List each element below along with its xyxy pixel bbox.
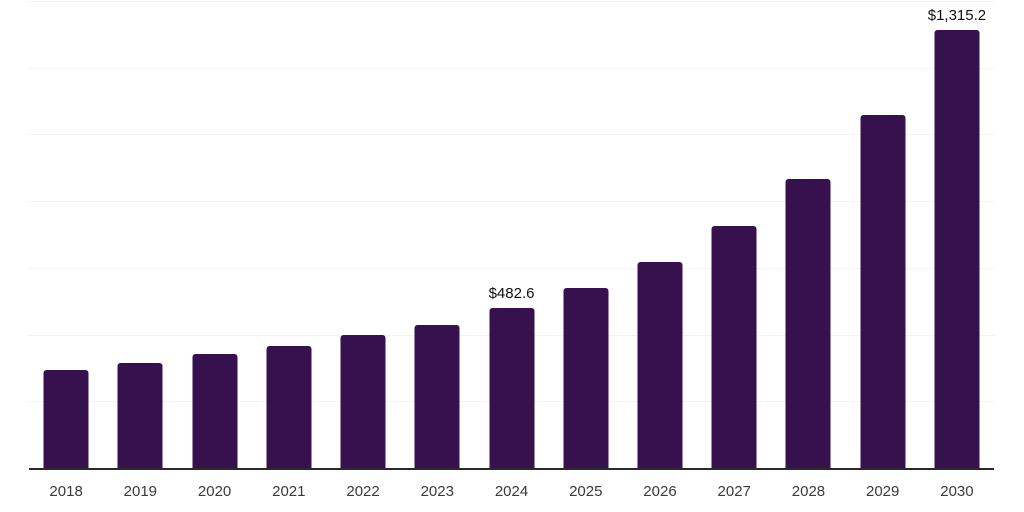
x-tick-label-2028: 2028 bbox=[791, 483, 826, 500]
bar-2027 bbox=[711, 226, 757, 469]
bar-2029 bbox=[860, 115, 906, 469]
x-tick-label-2030: 2030 bbox=[940, 483, 974, 500]
bar-column bbox=[103, 2, 177, 469]
x-tick-label-2022: 2022 bbox=[346, 483, 380, 500]
bar-column bbox=[846, 2, 920, 469]
bar-2022 bbox=[340, 334, 386, 469]
bar-column bbox=[177, 2, 251, 469]
bar-2023 bbox=[414, 324, 460, 469]
x-tick-label-2018: 2018 bbox=[49, 483, 83, 500]
x-tick-label-2023: 2023 bbox=[420, 483, 454, 500]
x-tick-label-2029: 2029 bbox=[866, 483, 900, 500]
bar-2018 bbox=[43, 369, 89, 469]
gridline bbox=[29, 134, 994, 136]
bar-column bbox=[29, 2, 103, 469]
bar-column bbox=[400, 2, 474, 469]
bar-column: $1,315.2 bbox=[920, 2, 994, 469]
bar-2030 bbox=[934, 30, 980, 469]
gridline bbox=[29, 267, 994, 269]
x-tick-label-2019: 2019 bbox=[123, 483, 158, 500]
bar-column: $482.6 bbox=[474, 2, 548, 469]
x-tick-label-2024: 2024 bbox=[494, 483, 529, 500]
bars-layer: $482.6 $1,315.2 bbox=[29, 2, 994, 469]
x-tick-label-2025: 2025 bbox=[569, 483, 603, 500]
bar-column bbox=[549, 2, 623, 469]
data-label-2030: $1,315.2 bbox=[927, 7, 987, 25]
x-tick-label-2021: 2021 bbox=[272, 483, 306, 500]
plot-area: $482.6 $1,315.2 bbox=[29, 1, 994, 470]
bar-2026 bbox=[637, 261, 683, 469]
bar-2024 bbox=[489, 308, 535, 469]
x-tick-label-2020: 2020 bbox=[197, 483, 232, 500]
bar-column bbox=[252, 2, 326, 469]
gridline bbox=[29, 1, 994, 2]
bar-2025 bbox=[563, 288, 609, 469]
gridline bbox=[29, 67, 994, 69]
bar-2020 bbox=[192, 353, 238, 469]
x-axis-line bbox=[29, 468, 994, 470]
bar-column bbox=[623, 2, 697, 469]
data-label-2024: $482.6 bbox=[488, 285, 535, 303]
bar-column bbox=[326, 2, 400, 469]
bar-2028 bbox=[785, 179, 831, 469]
x-axis-labels: 2018 2019 2020 2021 2022 2023 2024 2025 2026 2027… bbox=[29, 480, 994, 504]
bar-2021 bbox=[266, 345, 312, 469]
bar-2019 bbox=[117, 362, 163, 469]
bar-column bbox=[697, 2, 771, 469]
x-tick-label-2026: 2026 bbox=[643, 483, 677, 500]
bar-column bbox=[771, 2, 845, 469]
x-tick-label-2027: 2027 bbox=[717, 483, 751, 500]
gridline bbox=[29, 201, 994, 203]
